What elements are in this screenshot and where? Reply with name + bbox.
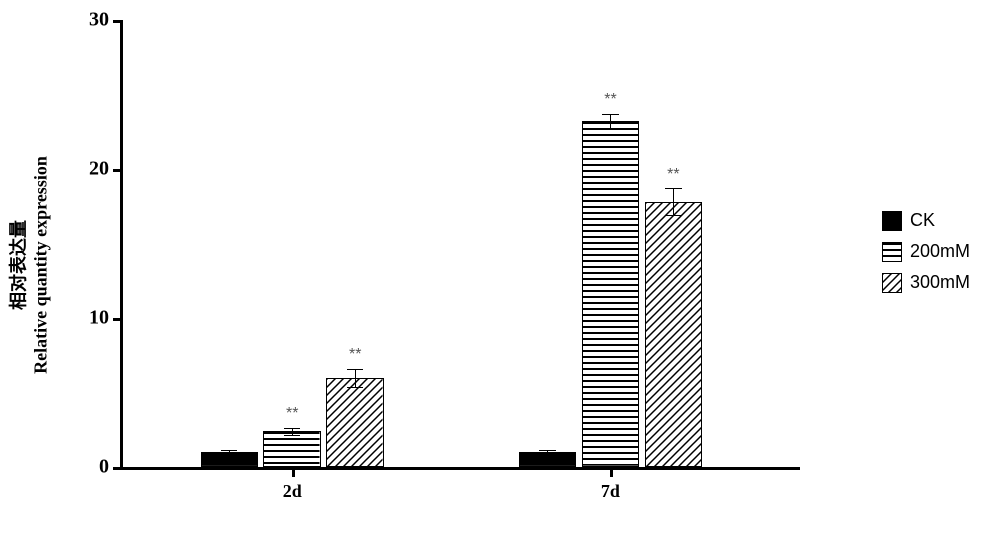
- error-cap: [347, 369, 363, 370]
- error-bar: [292, 428, 293, 435]
- error-cap: [221, 454, 237, 455]
- legend-swatch: [882, 242, 902, 262]
- x-category-label: 7d: [601, 481, 620, 502]
- y-tick-label: 20: [89, 157, 123, 180]
- plot-area: 01020302d****7d****: [120, 20, 800, 470]
- legend-label: 300mM: [910, 272, 970, 293]
- legend-label: 200mM: [910, 241, 970, 262]
- y-axis-label-cn: 相对表达量: [8, 156, 30, 374]
- error-cap: [665, 215, 681, 216]
- legend-item: CK: [882, 210, 970, 231]
- error-cap: [539, 450, 555, 451]
- bar: [326, 378, 384, 467]
- bar: [582, 121, 640, 467]
- significance-marker: **: [667, 166, 679, 184]
- y-axis-label: 相对表达量 Relative quantity expression: [8, 156, 51, 374]
- bar: [645, 202, 703, 467]
- error-bar: [355, 369, 356, 387]
- x-tick: [292, 467, 295, 477]
- y-axis-label-en: Relative quantity expression: [30, 156, 52, 374]
- legend: CK 200mM 300mM: [882, 200, 970, 303]
- y-tick-label: 10: [89, 306, 123, 329]
- legend-swatch: [882, 211, 902, 231]
- error-cap: [284, 428, 300, 429]
- significance-marker: **: [286, 405, 298, 423]
- legend-item: 200mM: [882, 241, 970, 262]
- x-tick: [610, 467, 613, 477]
- legend-label: CK: [910, 210, 935, 231]
- error-cap: [221, 450, 237, 451]
- error-cap: [602, 114, 618, 115]
- error-cap: [539, 454, 555, 455]
- y-tick-label: 0: [99, 456, 123, 479]
- error-bar: [673, 188, 674, 215]
- error-cap: [665, 188, 681, 189]
- chart-container: 相对表达量 Relative quantity expression 01020…: [40, 10, 820, 520]
- error-cap: [602, 129, 618, 130]
- error-cap: [347, 387, 363, 388]
- y-tick-label: 30: [89, 9, 123, 32]
- error-bar: [610, 114, 611, 129]
- error-cap: [284, 435, 300, 436]
- legend-item: 300mM: [882, 272, 970, 293]
- x-category-label: 2d: [283, 481, 302, 502]
- significance-marker: **: [604, 91, 616, 109]
- legend-swatch: [882, 273, 902, 293]
- bar: [263, 431, 321, 467]
- significance-marker: **: [349, 346, 361, 364]
